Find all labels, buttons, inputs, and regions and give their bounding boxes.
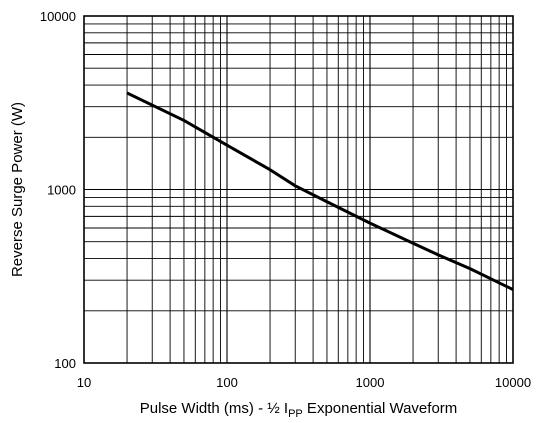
grid bbox=[84, 16, 513, 363]
y-tick-labels: 100 1000 10000 bbox=[40, 9, 76, 371]
y-tick-label: 100 bbox=[54, 356, 76, 371]
x-tick-label: 1000 bbox=[356, 375, 385, 390]
x-tick-label: 10 bbox=[77, 375, 91, 390]
series-line bbox=[127, 93, 513, 290]
y-tick-label: 10000 bbox=[40, 9, 76, 24]
x-tick-labels: 10 100 1000 10000 bbox=[77, 375, 531, 390]
y-tick-label: 1000 bbox=[47, 183, 76, 198]
x-axis-title: Pulse Width (ms) - ½ IPP Exponential Wav… bbox=[140, 400, 458, 420]
x-axis-title-subscript: PP bbox=[288, 408, 303, 420]
x-tick-label: 10000 bbox=[495, 375, 531, 390]
y-axis-title: Reverse Surge Power (W) bbox=[9, 102, 26, 277]
x-axis-title-prefix: Pulse Width (ms) - ½ I bbox=[140, 400, 288, 417]
x-axis-title-suffix: Exponential Waveform bbox=[303, 400, 458, 417]
x-tick-label: 100 bbox=[216, 375, 238, 390]
